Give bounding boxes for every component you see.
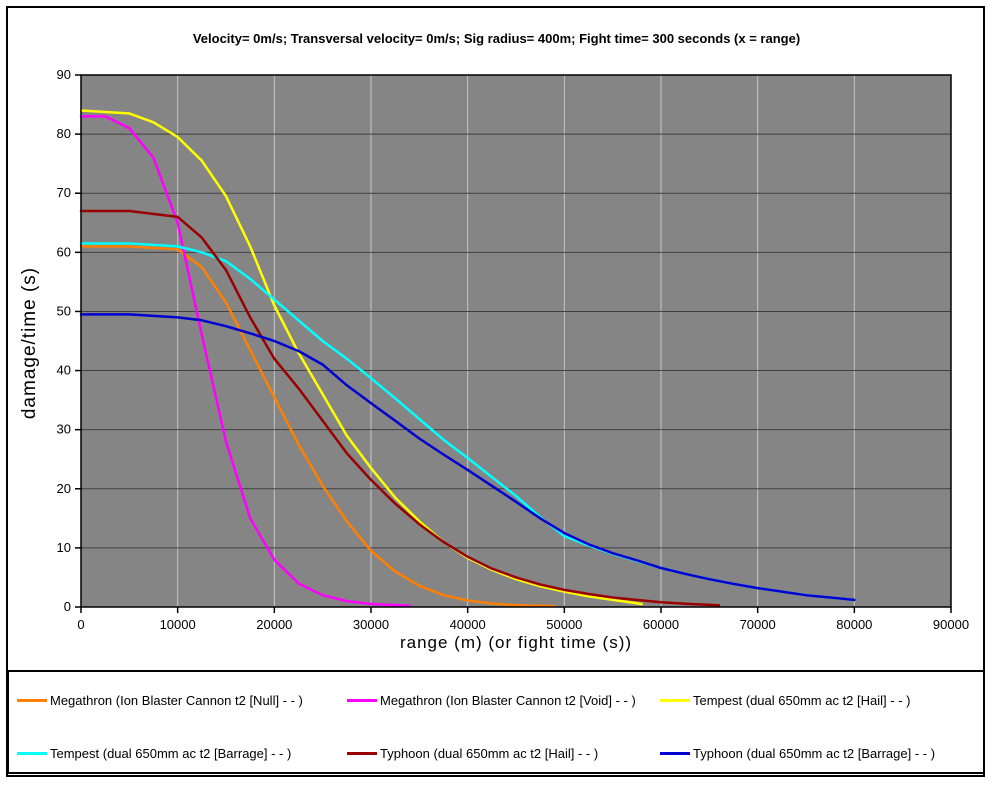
y-tick-label: 80 [57, 126, 71, 141]
legend-label: Typhoon (dual 650mm ac t2 [Hail] - - ) [380, 745, 599, 761]
x-tick-label: 40000 [450, 617, 486, 632]
x-tick-label: 30000 [353, 617, 389, 632]
legend-item: Megathron (Ion Blaster Cannon t2 [Void] … [347, 692, 636, 708]
x-tick-label: 80000 [836, 617, 872, 632]
legend-line-marker [660, 751, 690, 755]
y-tick-label: 30 [57, 422, 71, 437]
x-tick-label: 70000 [740, 617, 776, 632]
x-tick-label: 0 [77, 617, 84, 632]
plot-border [80, 74, 952, 608]
x-tick-label: 60000 [643, 617, 679, 632]
x-axis-title: range (m) (or fight time (s)) [399, 633, 633, 652]
legend-item: Tempest (dual 650mm ac t2 [Hail] - - ) [660, 692, 910, 708]
y-tick-label: 20 [57, 481, 71, 496]
y-tick-label: 40 [57, 363, 71, 378]
legend-label: Megathron (Ion Blaster Cannon t2 [Void] … [380, 692, 636, 708]
window-border [6, 6, 985, 777]
chart-title: Velocity= 0m/s; Transversal velocity= 0m… [192, 31, 801, 46]
legend-item: Tempest (dual 650mm ac t2 [Barrage] - - … [17, 745, 291, 761]
legend-label: Typhoon (dual 650mm ac t2 [Barrage] - - … [693, 745, 936, 761]
series-line [79, 245, 556, 608]
plot-background [81, 75, 951, 607]
y-tick-label: 0 [64, 599, 71, 614]
series-line [79, 109, 643, 606]
legend-label: Tempest (dual 650mm ac t2 [Hail] - - ) [693, 692, 911, 708]
y-tick-label: 10 [57, 540, 71, 555]
series-line [79, 115, 411, 608]
y-tick-label: 90 [57, 67, 71, 82]
x-tick-label: 10000 [160, 617, 196, 632]
series-line [79, 209, 721, 607]
series-line [79, 313, 856, 602]
legend-line-marker [347, 698, 377, 702]
legend-line-marker [17, 751, 47, 755]
y-axis-title: damage/time (s) [19, 266, 40, 420]
legend: Megathron (Ion Blaster Cannon t2 [Null] … [7, 670, 985, 774]
legend-label: Tempest (dual 650mm ac t2 [Barrage] - - … [50, 745, 292, 761]
y-tick-label: 70 [57, 185, 71, 200]
x-tick-label: 20000 [256, 617, 292, 632]
legend-item: Typhoon (dual 650mm ac t2 [Barrage] - - … [660, 745, 935, 761]
legend-line-marker [17, 698, 47, 702]
x-tick-label: 50000 [546, 617, 582, 632]
legend-label: Megathron (Ion Blaster Cannon t2 [Null] … [50, 692, 303, 708]
legend-item: Megathron (Ion Blaster Cannon t2 [Null] … [17, 692, 303, 708]
y-tick-label: 60 [57, 244, 71, 259]
legend-item: Typhoon (dual 650mm ac t2 [Hail] - - ) [347, 745, 598, 761]
legend-line-marker [660, 698, 690, 702]
x-tick-label: 90000 [933, 617, 969, 632]
legend-line-marker [347, 751, 377, 755]
y-tick-label: 50 [57, 303, 71, 318]
